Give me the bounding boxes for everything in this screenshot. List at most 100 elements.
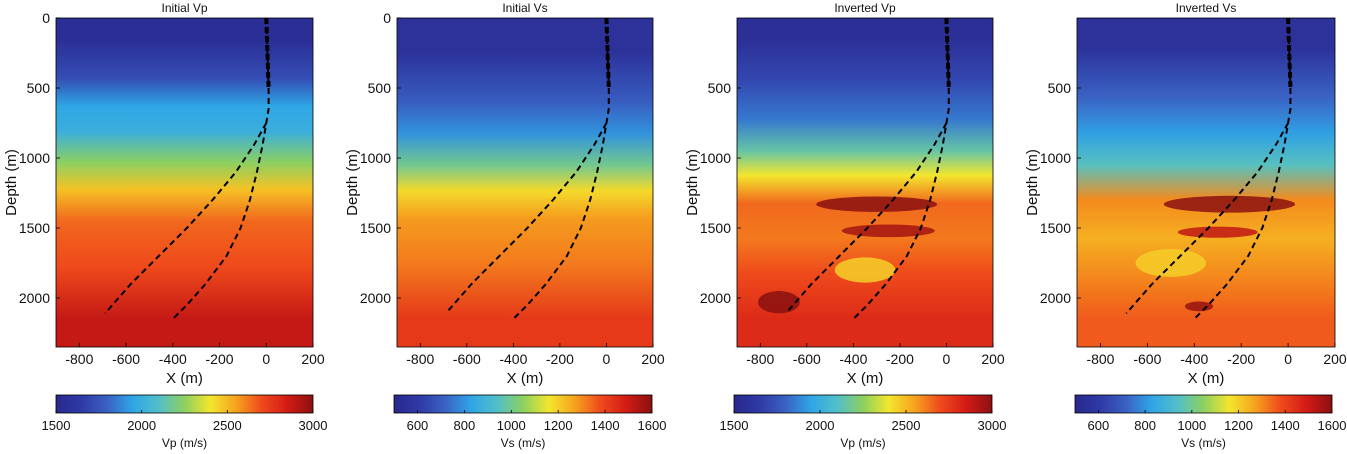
y-tick-label: 2000 — [360, 290, 391, 306]
y-tick-label: 2000 — [700, 290, 731, 306]
y-tick-label: 2000 — [1040, 290, 1071, 306]
colorbar-tick-label: 1500 — [42, 418, 71, 433]
colorbar-label: Vp (m/s) — [162, 436, 207, 450]
heatmap-field — [397, 18, 653, 347]
y-axis-label: Depth (m) — [344, 149, 361, 216]
y-tick-label: 1000 — [19, 150, 50, 166]
x-tick-label: -800 — [65, 351, 93, 367]
x-tick-label: 0 — [603, 351, 611, 367]
colorbar-tick-label: 1400 — [1271, 418, 1300, 433]
colorbar-tick-label: 800 — [454, 418, 476, 433]
y-tick-label: 500 — [368, 80, 392, 96]
colorbar-tick-label: 2000 — [806, 418, 835, 433]
colorbar-tick-label: 600 — [407, 418, 429, 433]
x-tick-label: -200 — [206, 351, 234, 367]
x-tick-label: -400 — [839, 351, 867, 367]
y-tick-label: 0 — [42, 10, 50, 26]
y-tick-label: 1500 — [360, 220, 391, 236]
x-axis-label: X (m) — [1188, 370, 1225, 387]
chart-title: Initial Vp — [161, 1, 207, 15]
y-tick-label: 500 — [708, 80, 732, 96]
colorbar-tick-label: 1200 — [544, 418, 573, 433]
y-tick-label: 1500 — [1040, 220, 1071, 236]
colorbar-tick-label: 1400 — [591, 418, 620, 433]
x-tick-label: -200 — [546, 351, 574, 367]
x-tick-label: -200 — [1227, 351, 1255, 367]
plot-area — [56, 18, 313, 347]
velocity-anomaly — [1185, 302, 1213, 312]
colorbar-tick-label: 800 — [1134, 418, 1156, 433]
colorbar-tick-label: 600 — [1088, 418, 1110, 433]
colorbar-tick-label: 2000 — [127, 418, 156, 433]
velocity-anomaly — [835, 257, 896, 282]
x-tick-label: -200 — [886, 351, 914, 367]
y-axis-label: Depth (m) — [684, 149, 701, 216]
x-tick-label: -600 — [1133, 351, 1161, 367]
chart-title: Initial Vs — [502, 1, 547, 15]
x-axis-label: X (m) — [507, 370, 544, 387]
colorbar-label: Vs (m/s) — [1181, 436, 1226, 450]
y-axis-label: Depth (m) — [3, 149, 20, 216]
colorbar-tick-label: 3000 — [299, 418, 328, 433]
colorbar-tick-label: 1600 — [638, 418, 667, 433]
x-tick-label: 200 — [301, 351, 325, 367]
colorbar — [1075, 395, 1332, 413]
x-axis-label: X (m) — [166, 370, 203, 387]
panel-1: Initial Vs -800 -600 -400 -200 0 200 X (m) 0 500 1… — [344, 1, 666, 450]
y-axis-label: Depth (m) — [1024, 149, 1041, 216]
velocity-anomaly — [816, 197, 937, 212]
colorbar-tick-label: 3000 — [978, 418, 1007, 433]
colorbar-tick-label: 2500 — [213, 418, 242, 433]
heatmap-field — [1077, 18, 1335, 347]
panel-2: Inverted Vp -800 -600 -400 -200 0 200 X (m) 500 1… — [684, 1, 1006, 450]
y-tick-label: 2000 — [19, 290, 50, 306]
chart-title: Inverted Vp — [834, 1, 896, 15]
x-tick-label: -800 — [406, 351, 434, 367]
y-tick-label: 0 — [383, 10, 391, 26]
plot-area — [737, 18, 993, 347]
x-tick-label: -600 — [793, 351, 821, 367]
y-tick-label: 1000 — [700, 150, 731, 166]
velocity-anomaly — [1136, 249, 1206, 277]
colorbar — [56, 395, 313, 413]
y-tick-label: 1500 — [700, 220, 731, 236]
x-tick-label: -600 — [112, 351, 140, 367]
x-tick-label: -400 — [1180, 351, 1208, 367]
x-tick-label: -400 — [159, 351, 187, 367]
colorbar-tick-label: 1000 — [497, 418, 526, 433]
x-tick-label: 0 — [943, 351, 951, 367]
x-tick-label: -800 — [746, 351, 774, 367]
heatmap-field — [56, 18, 313, 347]
y-tick-label: 500 — [1048, 80, 1072, 96]
y-tick-label: 1500 — [19, 220, 50, 236]
colorbar — [394, 395, 652, 413]
x-tick-label: 200 — [641, 351, 665, 367]
panel-0: Initial Vp -800 -600 -400 -200 0 200 X (m) 0 500 1… — [3, 1, 327, 450]
colorbar-label: Vs (m/s) — [501, 436, 546, 450]
colorbar-tick-label: 1500 — [720, 418, 749, 433]
velocity-anomaly — [758, 291, 800, 313]
figure: Initial Vp -800 -600 -400 -200 0 200 X (m) 0 500 1… — [0, 0, 1347, 454]
y-tick-label: 1000 — [360, 150, 391, 166]
plot-area — [397, 18, 653, 347]
x-tick-label: -800 — [1086, 351, 1114, 367]
x-tick-label: 200 — [981, 351, 1005, 367]
x-tick-label: 0 — [1284, 351, 1292, 367]
colorbar-tick-label: 1000 — [1177, 418, 1206, 433]
x-tick-label: -600 — [453, 351, 481, 367]
x-tick-label: 0 — [262, 351, 270, 367]
panel-3: Inverted Vs -800 -600 -400 -200 0 200 X (m) 500 1… — [1024, 1, 1347, 450]
colorbar — [734, 395, 992, 413]
velocity-anomaly — [1178, 227, 1258, 238]
colorbar-tick-label: 2500 — [892, 418, 921, 433]
chart-title: Inverted Vs — [1176, 1, 1237, 15]
y-tick-label: 500 — [27, 80, 51, 96]
plot-area — [1077, 18, 1335, 347]
x-tick-label: 200 — [1323, 351, 1347, 367]
y-tick-label: 1000 — [1040, 150, 1071, 166]
x-tick-label: -400 — [499, 351, 527, 367]
colorbar-tick-label: 1600 — [1318, 418, 1347, 433]
colorbar-tick-label: 1200 — [1224, 418, 1253, 433]
colorbar-label: Vp (m/s) — [840, 436, 885, 450]
x-axis-label: X (m) — [847, 370, 884, 387]
